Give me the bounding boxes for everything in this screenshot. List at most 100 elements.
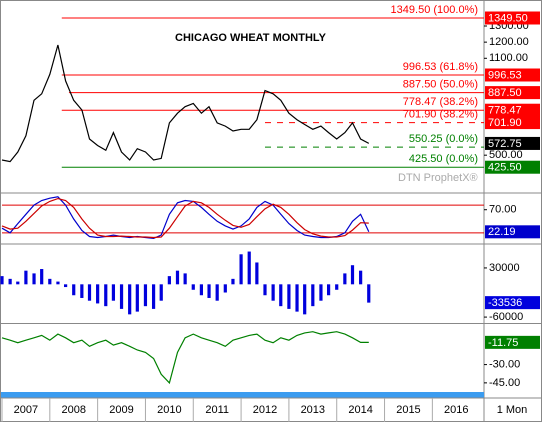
value-box-label: 701.90 — [488, 117, 522, 129]
x-tick-label: 2011 — [205, 404, 229, 416]
y-tick-label: 500.00 — [489, 149, 523, 161]
value-box-label: 425.50 — [488, 162, 522, 174]
chart-title: CHICAGO WHEAT MONTHLY — [175, 32, 327, 44]
value-box-label: -11.75 — [488, 337, 518, 349]
bar — [24, 270, 28, 285]
y-tick-label: 30000 — [489, 262, 520, 274]
bar — [343, 273, 347, 285]
value-box — [485, 225, 540, 239]
bar — [350, 265, 355, 285]
x-tick-label: 2010 — [157, 404, 181, 416]
bar — [215, 284, 219, 301]
bar — [167, 276, 171, 285]
bar — [32, 273, 36, 285]
bar — [255, 262, 259, 285]
bar — [231, 278, 235, 285]
bar — [16, 281, 20, 285]
y-tick-label: -45.00 — [489, 377, 520, 389]
bar — [367, 284, 371, 303]
x-tick-label: 2009 — [109, 404, 133, 416]
bar — [311, 284, 315, 307]
level-label: 887.50 (50.0%) — [403, 79, 478, 91]
bar — [247, 251, 251, 285]
bar — [56, 281, 60, 285]
bar — [319, 284, 323, 301]
value-box — [485, 335, 540, 349]
bar — [151, 284, 156, 309]
value-box — [485, 160, 540, 174]
value-box — [485, 136, 540, 150]
bar — [8, 278, 12, 285]
x-tick-label: 2013 — [301, 404, 325, 416]
bar — [199, 284, 203, 296]
value-box — [485, 103, 540, 117]
bar — [287, 284, 291, 309]
value-box — [485, 116, 540, 130]
bar — [40, 269, 44, 285]
bar — [271, 284, 275, 301]
value-box-label: 572.75 — [488, 138, 522, 150]
period-label: 1 Mon — [497, 404, 528, 416]
bar — [104, 284, 108, 307]
bar — [135, 284, 139, 312]
bar — [143, 284, 148, 307]
bar — [111, 284, 116, 301]
x-tick-label: 2008 — [61, 404, 85, 416]
level-label: 550.25 (0.0%) — [409, 133, 478, 145]
bar — [359, 270, 363, 285]
y-tick-label: 1200.00 — [489, 36, 529, 48]
level-label: 1349.50 (100.0%) — [391, 4, 478, 16]
value-box-label: 1349.50 — [488, 12, 528, 24]
value-box-label: 887.50 — [488, 87, 522, 99]
bar — [48, 278, 52, 285]
x-tick-label: 2016 — [444, 404, 468, 416]
bar — [303, 284, 307, 315]
bar — [72, 284, 76, 296]
bar — [96, 284, 100, 304]
bar — [326, 284, 331, 296]
series-line — [1, 196, 370, 240]
bar — [128, 284, 132, 315]
series-line — [1, 197, 369, 239]
bar — [335, 284, 339, 290]
level-label: 425.50 (0.0%) — [409, 153, 478, 165]
y-tick-label: 70.00 — [489, 204, 517, 216]
x-tick-label: 2015 — [396, 404, 420, 416]
level-label: 996.53 (61.8%) — [403, 61, 478, 73]
value-box — [485, 296, 540, 310]
level-label: 701.90 (38.2%) — [403, 108, 478, 120]
bar — [183, 273, 187, 285]
value-box-label: 996.53 — [488, 69, 522, 81]
bar — [87, 284, 92, 301]
watermark: DTN ProphetX® — [398, 172, 478, 184]
bar — [223, 284, 227, 293]
bar — [119, 284, 124, 309]
bar — [279, 284, 283, 307]
bar — [191, 284, 195, 290]
series-line — [1, 331, 369, 385]
value-box — [485, 11, 540, 25]
y-tick-label: -60000 — [489, 311, 523, 323]
value-box-label: 22.19 — [488, 226, 516, 238]
y-tick-label: -30.00 — [489, 358, 520, 370]
bar — [63, 284, 68, 288]
bar — [0, 276, 4, 285]
bar — [207, 284, 211, 298]
value-box — [485, 68, 540, 82]
bar — [80, 284, 84, 298]
y-tick-label: 1100.00 — [489, 52, 528, 64]
value-box-label: -33536 — [488, 297, 522, 309]
bar — [263, 284, 267, 296]
bar — [239, 254, 243, 285]
x-tick-label: 2014 — [348, 404, 372, 416]
bar — [159, 284, 163, 301]
x-tick-label: 2012 — [253, 404, 277, 416]
bar — [295, 284, 299, 312]
x-tick-label: 2007 — [14, 404, 38, 416]
bar — [175, 270, 180, 285]
level-label: 778.47 (38.2%) — [403, 96, 478, 108]
time-band — [1, 392, 484, 398]
series-line — [1, 44, 370, 163]
